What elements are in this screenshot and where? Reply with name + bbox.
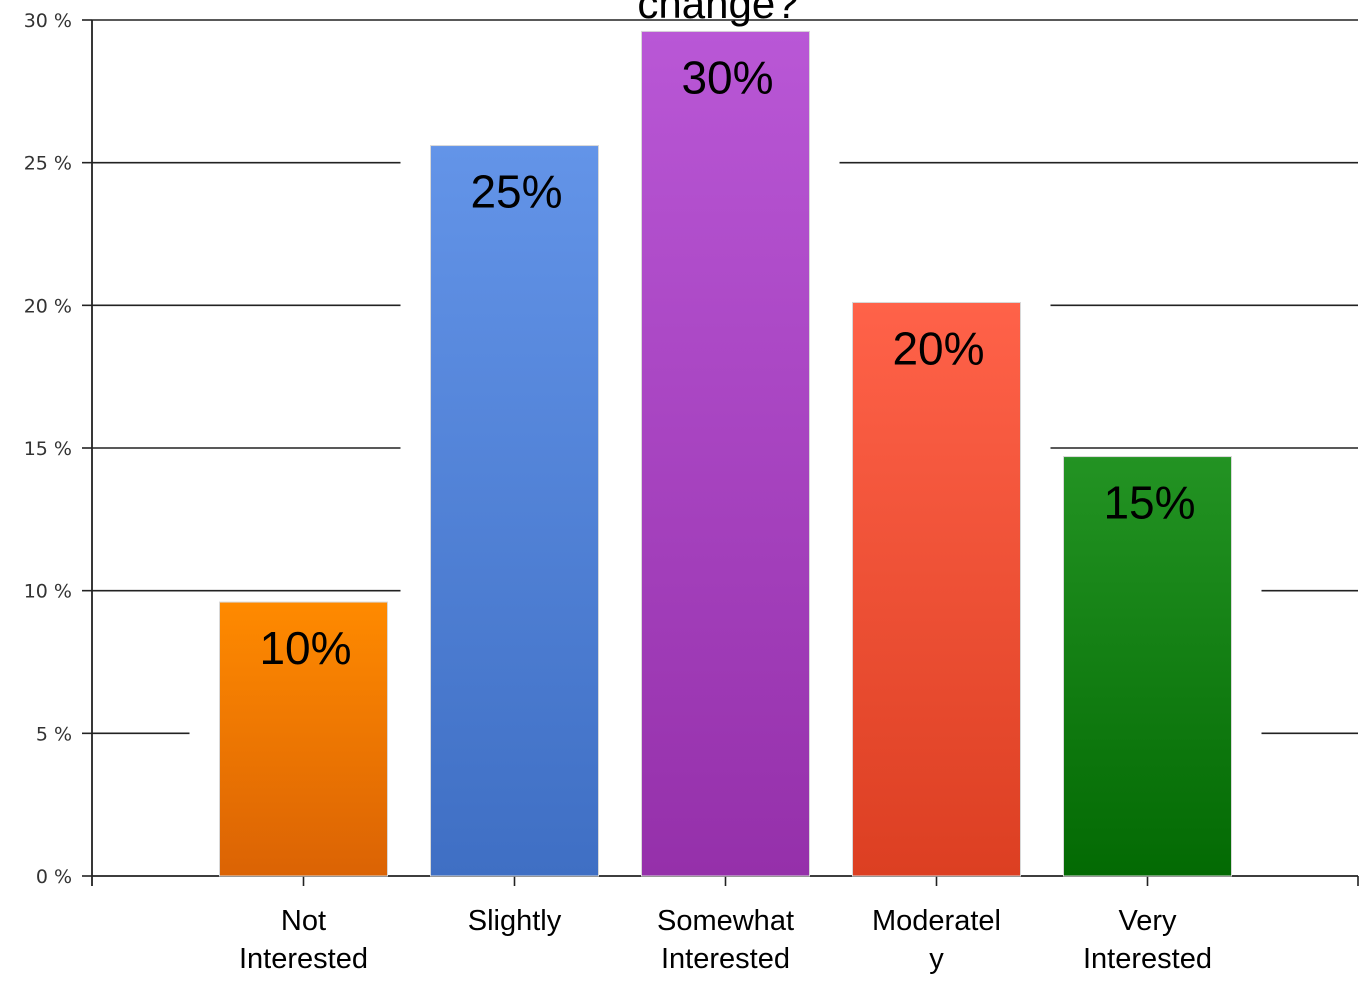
bars [189,30,1262,877]
labels: 10% Not Interested 25% Slightly 30% Somewhat In… [239,51,1212,975]
chart-title: change? [637,0,798,27]
x-tick-label: Very Interested [1083,905,1212,975]
y-tick-label: 15 % [24,438,72,460]
y-tick-label: 20 % [24,295,72,317]
y-tick-label: 25 % [24,153,72,175]
y-tick-label: 10 % [24,581,72,603]
data-label: 20% [892,322,984,374]
bar [852,301,1021,877]
x-tick-label: Not Interested [239,905,368,975]
x-tick-label: Slightly [468,905,562,937]
x-tick-label: Somewhat Interested [657,905,794,975]
data-label: 15% [1103,477,1195,529]
data-label: 10% [259,622,351,674]
y-tick-label: 30 % [24,10,72,32]
data-label: 25% [470,166,562,218]
bar [430,145,599,877]
x-tick-label: Moderatel y [872,905,1001,975]
bar [219,601,388,877]
y-tick-label: 0 % [36,866,72,888]
data-label: 30% [681,51,773,103]
y-tick-label: 5 % [36,723,72,745]
bar [1063,456,1232,877]
bar [641,30,810,877]
